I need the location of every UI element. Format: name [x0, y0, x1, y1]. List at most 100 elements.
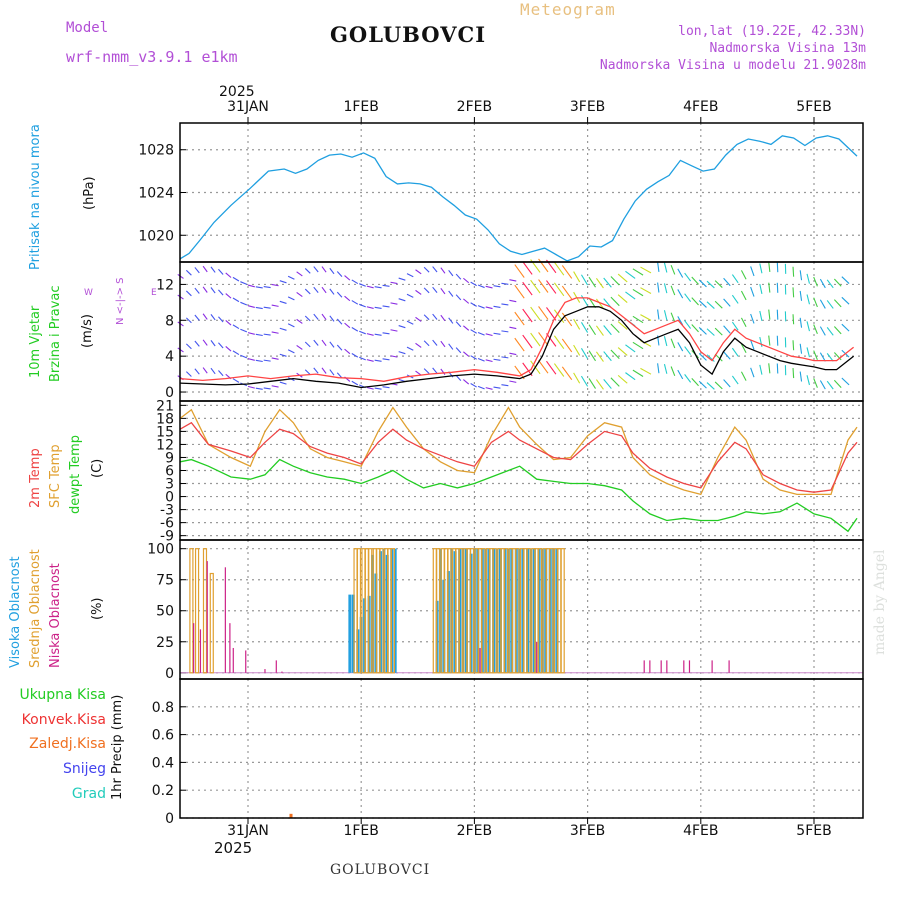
wind-barb — [792, 340, 795, 351]
wind-barb — [359, 330, 366, 335]
wind-barb — [714, 300, 723, 309]
wind-barb — [296, 271, 303, 277]
wind-barb — [588, 324, 596, 336]
cloud-bar-mid — [209, 572, 214, 674]
wind-barb — [247, 332, 255, 335]
wind-barb — [423, 266, 430, 273]
wind-barb — [841, 377, 850, 386]
wind-barb — [546, 333, 557, 347]
wind-barb — [470, 329, 477, 334]
wind-barb — [477, 284, 485, 289]
wind-barb — [663, 336, 668, 347]
wind-barb — [768, 282, 771, 293]
wind-barb — [670, 338, 676, 349]
wind-barb — [477, 332, 485, 336]
wind-barb — [714, 353, 723, 362]
cloud-bar-high — [518, 548, 522, 673]
cloud-bar-mid — [189, 548, 194, 674]
wind-barb — [382, 305, 390, 308]
wind-barb — [218, 268, 224, 275]
wind-barb — [632, 315, 644, 324]
cloud-bar-high — [359, 616, 363, 673]
wind-barb — [271, 331, 279, 334]
wind-barb — [546, 280, 557, 294]
wind-barb — [423, 314, 430, 321]
wind-barb — [698, 353, 707, 361]
top-year-label: 2025 — [219, 84, 255, 100]
wind-barb — [240, 281, 248, 285]
dewpoint-line — [179, 458, 858, 533]
wind-barb — [657, 282, 660, 293]
cloud-bar-mid — [368, 548, 373, 674]
wind-barb — [455, 321, 462, 328]
y-tick-label: 0.6 — [152, 728, 174, 744]
wind-barb — [448, 343, 454, 350]
wind-barb — [768, 335, 771, 346]
wind-barb — [799, 371, 803, 382]
wind-barb — [210, 340, 216, 347]
wind-barb — [366, 333, 374, 336]
wind-barb — [706, 382, 715, 390]
wind-barb — [826, 279, 834, 289]
cloud-bar-high — [393, 548, 397, 673]
wind-barb — [463, 379, 470, 385]
wind-barb — [663, 262, 668, 273]
wind-barb — [271, 283, 279, 287]
bottom-day-label: 5FEB — [796, 823, 832, 839]
wind-barb — [382, 284, 390, 287]
wind-barb — [740, 270, 747, 280]
wind-barb — [768, 363, 771, 374]
wind-barb — [287, 296, 295, 301]
y-tick-label: 0 — [165, 811, 174, 827]
wind-barb — [799, 290, 803, 301]
bottom-day-label: 4FEB — [683, 823, 719, 839]
wind-barb — [210, 287, 216, 294]
wind-barb — [509, 279, 517, 282]
wind-barb — [573, 271, 581, 283]
wind-barb — [455, 273, 462, 280]
precip-bar — [289, 813, 293, 818]
wind-barb — [677, 316, 684, 326]
cloud-bar-mid — [503, 548, 509, 674]
wind-barb — [617, 273, 628, 283]
y-tick-label: 4 — [165, 349, 174, 365]
wind-barb — [826, 380, 834, 390]
cloud-bar-mid — [458, 548, 463, 674]
wind-barb — [632, 268, 644, 276]
wind-barb — [538, 258, 549, 273]
wind-barb — [580, 274, 589, 286]
wind-barb — [185, 343, 192, 350]
wind-barb — [374, 306, 382, 309]
cloud-bar-high — [382, 548, 386, 673]
wind-barb — [247, 284, 255, 288]
wind-barb — [501, 330, 509, 333]
cloud-bar-mid — [356, 548, 362, 674]
wind-barb — [792, 368, 795, 379]
wind-barb — [313, 339, 319, 346]
wind-barb — [698, 279, 707, 288]
wind-barb — [514, 311, 525, 326]
wind-barb — [477, 385, 485, 390]
wind-barb — [530, 332, 541, 347]
wind-barb — [296, 344, 303, 350]
wind-barb — [580, 375, 589, 387]
wind-barb — [304, 315, 311, 322]
cloud-bar-mid — [511, 548, 517, 674]
wind-barb — [514, 337, 525, 352]
cloud-bar-mid — [515, 548, 520, 674]
wind-barb — [329, 288, 335, 295]
wind-barb — [640, 367, 652, 375]
y-tick-label: 3 — [165, 477, 174, 493]
wind-barb — [366, 285, 374, 289]
wind-barb — [595, 379, 604, 390]
bottom-day-label: 2FEB — [456, 823, 493, 839]
wind-barb — [247, 385, 255, 389]
wind-barb — [194, 314, 200, 321]
wind-barb — [477, 358, 485, 362]
wind-barb — [463, 325, 470, 331]
wind-barb — [455, 294, 462, 301]
cloud-bar-mid — [387, 548, 392, 674]
wind-barb — [329, 315, 335, 322]
wind-barb — [470, 355, 477, 360]
cloud-bar-high — [552, 548, 556, 673]
